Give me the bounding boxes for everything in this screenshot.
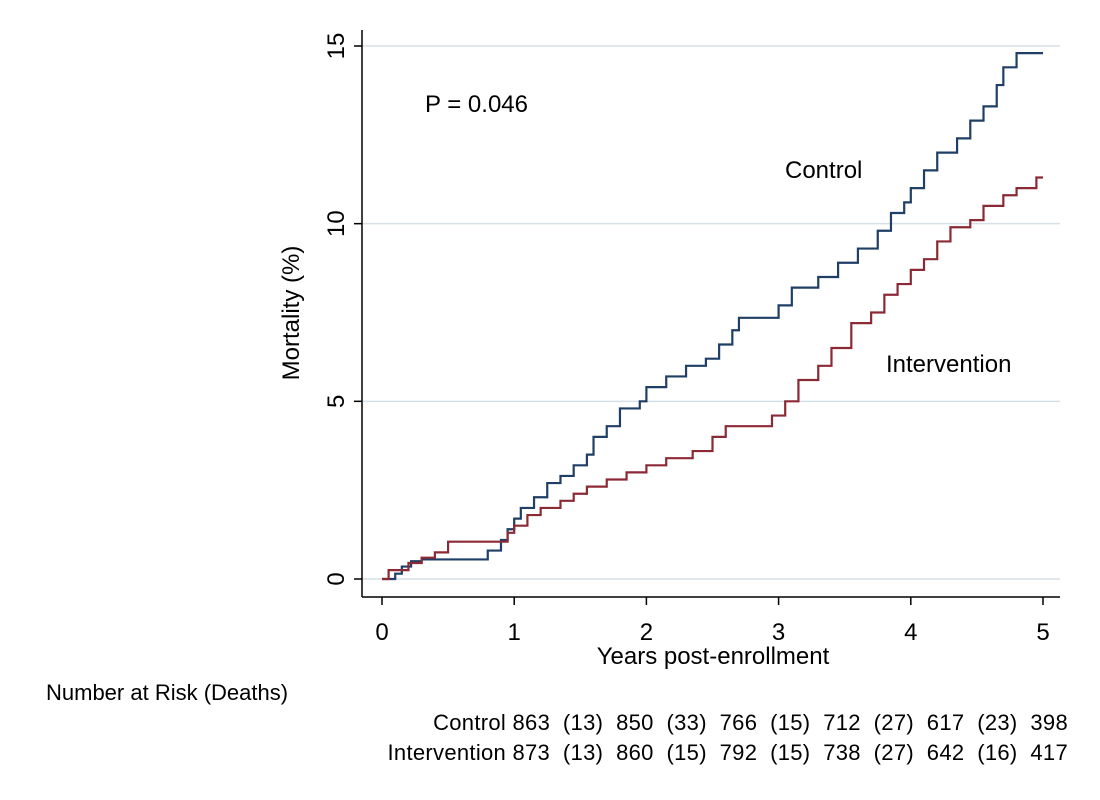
y-tick-label: 15 <box>323 33 350 60</box>
x-tick-label: 0 <box>375 619 388 646</box>
risk-row-intervention: Intervention 873 (13) 860 (15) 792 (15) … <box>387 740 1068 765</box>
series-line-control <box>382 52 1043 581</box>
series-lines <box>382 52 1043 581</box>
x-tick-label: 2 <box>640 619 653 646</box>
x-axis-label: Years post-enrollment <box>597 643 830 670</box>
risk-table-title: Number at Risk (Deaths) <box>46 680 289 705</box>
x-tick-label: 1 <box>508 619 521 646</box>
x-tick-label: 5 <box>1036 619 1049 646</box>
series-label-intervention: Intervention <box>886 351 1011 378</box>
grid-lines <box>362 45 1060 580</box>
y-tick-label: 0 <box>323 572 350 585</box>
x-tick-label: 3 <box>772 619 785 646</box>
y-tick-label: 5 <box>323 395 350 408</box>
p-value-annotation: P = 0.046 <box>425 91 528 118</box>
series-label-control: Control <box>785 157 862 184</box>
y-axis-label: Mortality (%) <box>278 246 305 381</box>
risk-row-control: Control 863 (13) 850 (33) 766 (15) 712 (… <box>433 710 1068 735</box>
series-line-intervention <box>382 176 1043 581</box>
axis-ticks: 0 5 10 15 0 1 2 3 4 5 <box>323 33 1050 646</box>
y-tick-label: 10 <box>323 210 350 237</box>
x-tick-label: 4 <box>904 619 917 646</box>
